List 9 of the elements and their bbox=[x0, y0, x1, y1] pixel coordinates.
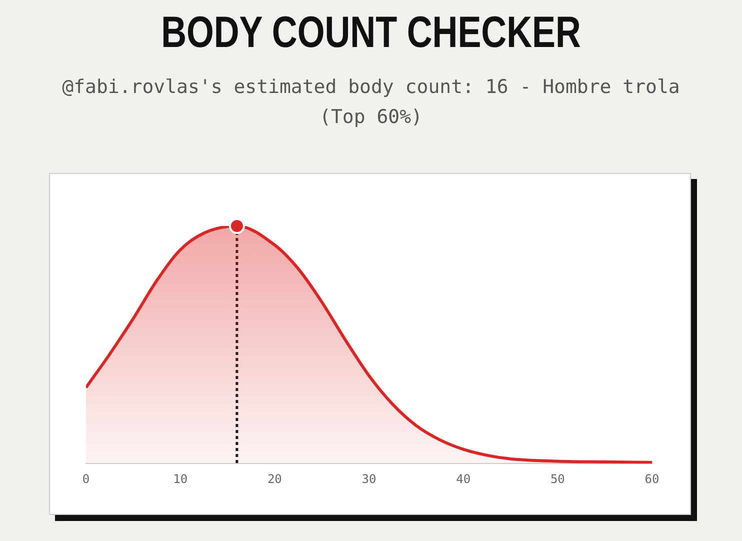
x-tick-label: 50 bbox=[550, 472, 565, 486]
x-tick-label: 0 bbox=[82, 472, 90, 486]
x-tick-label: 40 bbox=[456, 472, 471, 486]
x-tick-label: 30 bbox=[362, 472, 376, 486]
x-tick-label: 10 bbox=[173, 472, 188, 486]
chart-subtitle: @fabi.rovlas's estimated body count: 16 - Hombre trola (Top 60%) bbox=[61, 75, 681, 130]
chart-title: BODY COUNT CHECKER bbox=[160, 8, 582, 58]
x-tick-label: 20 bbox=[267, 472, 282, 486]
x-tick-label: 60 bbox=[644, 472, 660, 486]
